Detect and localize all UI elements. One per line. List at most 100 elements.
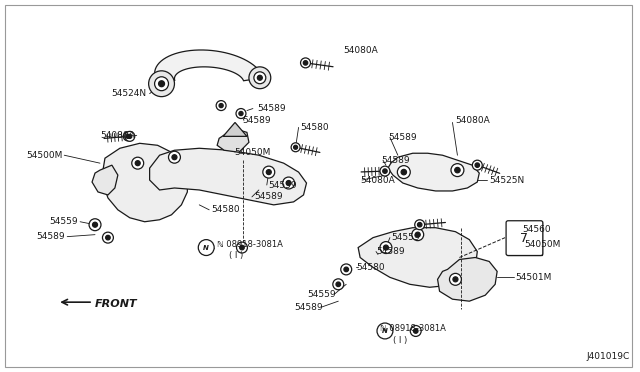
- Circle shape: [336, 282, 340, 286]
- Circle shape: [340, 264, 352, 275]
- Text: 54050M: 54050M: [234, 148, 271, 157]
- Circle shape: [148, 71, 175, 97]
- Circle shape: [283, 177, 294, 189]
- Circle shape: [239, 112, 243, 116]
- Circle shape: [125, 131, 135, 141]
- Text: 54050M: 54050M: [524, 240, 561, 249]
- Circle shape: [128, 134, 132, 138]
- Circle shape: [126, 134, 130, 138]
- Circle shape: [172, 155, 177, 160]
- Circle shape: [124, 132, 132, 141]
- Text: 54589: 54589: [295, 303, 323, 312]
- Text: 54589: 54589: [257, 104, 285, 113]
- Circle shape: [377, 323, 393, 339]
- Text: 7: 7: [520, 232, 528, 245]
- Circle shape: [216, 100, 226, 110]
- Circle shape: [453, 277, 458, 282]
- Circle shape: [159, 81, 164, 87]
- Text: 54589: 54589: [36, 232, 65, 241]
- Text: J401019C: J401019C: [586, 352, 630, 361]
- Text: FRONT: FRONT: [95, 299, 138, 309]
- Circle shape: [303, 61, 308, 65]
- Circle shape: [237, 242, 248, 253]
- Text: ℕ 08918-3081A: ℕ 08918-3081A: [217, 240, 283, 249]
- Circle shape: [333, 279, 344, 290]
- Polygon shape: [217, 128, 249, 152]
- Circle shape: [291, 143, 300, 152]
- Circle shape: [135, 161, 140, 166]
- Circle shape: [198, 240, 214, 256]
- Text: 54559: 54559: [391, 233, 420, 242]
- Text: 54524N: 54524N: [111, 89, 147, 98]
- Circle shape: [413, 329, 418, 333]
- Text: 54501M: 54501M: [515, 273, 552, 282]
- Polygon shape: [358, 228, 477, 287]
- Circle shape: [417, 222, 422, 227]
- Text: 54080A: 54080A: [100, 131, 135, 140]
- Circle shape: [132, 157, 143, 169]
- Polygon shape: [92, 165, 118, 195]
- Text: 54580: 54580: [356, 263, 385, 272]
- Text: 54559: 54559: [269, 180, 298, 189]
- Circle shape: [102, 232, 113, 243]
- Circle shape: [475, 163, 479, 167]
- Polygon shape: [103, 143, 188, 222]
- Circle shape: [249, 67, 271, 89]
- Circle shape: [89, 219, 101, 231]
- Circle shape: [219, 103, 223, 108]
- Circle shape: [412, 229, 424, 241]
- Polygon shape: [150, 148, 307, 205]
- Polygon shape: [438, 257, 497, 301]
- Circle shape: [236, 109, 246, 119]
- Circle shape: [106, 235, 110, 240]
- Text: 54080A: 54080A: [360, 176, 395, 185]
- Circle shape: [380, 241, 392, 253]
- Circle shape: [383, 169, 387, 173]
- Circle shape: [301, 58, 310, 68]
- Polygon shape: [223, 122, 247, 137]
- Text: 54559: 54559: [49, 217, 78, 226]
- Circle shape: [239, 245, 244, 250]
- Text: ℕ 08918-3081A: ℕ 08918-3081A: [380, 324, 446, 333]
- Text: 54589: 54589: [242, 116, 271, 125]
- Text: 54080A: 54080A: [456, 116, 490, 125]
- Circle shape: [257, 75, 262, 80]
- Circle shape: [401, 169, 406, 175]
- Circle shape: [410, 326, 421, 336]
- Text: 54589: 54589: [381, 156, 410, 165]
- Circle shape: [449, 273, 461, 285]
- Text: 54580: 54580: [301, 123, 329, 132]
- Text: 54559: 54559: [308, 290, 336, 299]
- Text: 54525N: 54525N: [489, 176, 524, 185]
- Text: ( I ): ( I ): [229, 251, 243, 260]
- Text: 54500M: 54500M: [26, 151, 62, 160]
- Circle shape: [397, 166, 410, 179]
- FancyBboxPatch shape: [506, 221, 543, 256]
- Text: 54589: 54589: [388, 133, 417, 142]
- Text: 54580: 54580: [211, 205, 240, 214]
- Circle shape: [415, 220, 425, 230]
- Circle shape: [451, 164, 464, 177]
- Circle shape: [93, 222, 97, 227]
- Circle shape: [286, 180, 291, 186]
- Polygon shape: [507, 222, 542, 254]
- Circle shape: [415, 232, 420, 237]
- Circle shape: [380, 166, 390, 176]
- Circle shape: [266, 170, 271, 174]
- Circle shape: [168, 151, 180, 163]
- Text: 54080A: 54080A: [343, 46, 378, 55]
- Text: 54589: 54589: [376, 247, 404, 256]
- Text: N: N: [204, 244, 209, 251]
- Circle shape: [263, 166, 275, 178]
- Circle shape: [383, 245, 388, 250]
- Text: ( I ): ( I ): [393, 336, 407, 345]
- Text: 54560: 54560: [522, 225, 550, 234]
- Circle shape: [294, 145, 298, 149]
- Polygon shape: [388, 153, 479, 191]
- Polygon shape: [155, 50, 263, 81]
- Circle shape: [455, 167, 460, 173]
- Circle shape: [254, 72, 266, 84]
- Circle shape: [472, 160, 483, 170]
- Circle shape: [155, 77, 168, 91]
- Circle shape: [344, 267, 349, 272]
